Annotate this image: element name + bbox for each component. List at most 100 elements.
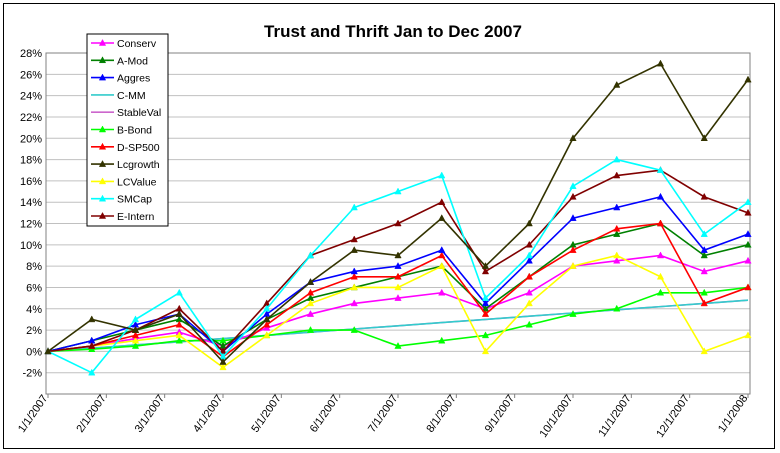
x-tick-label: 3/1/2007 [133, 393, 167, 435]
data-point-lcvalue [613, 251, 621, 259]
data-point-conserv [306, 310, 315, 317]
data-point-lcgrowth [394, 251, 402, 259]
data-point-smcap [306, 251, 315, 259]
data-point-e-intern [700, 192, 708, 200]
data-point-b-bond [569, 310, 577, 317]
data-point-smcap [656, 166, 665, 173]
data-point-b-bond [481, 331, 490, 339]
data-point-aggres [525, 256, 533, 264]
data-point-smcap [394, 187, 402, 195]
x-tick-label: 4/1/2007 [191, 393, 225, 435]
legend-marker [98, 177, 107, 185]
data-point-d-sp500 [613, 224, 621, 232]
legend-marker [98, 194, 107, 202]
x-tick-label: 2/1/2007 [74, 393, 108, 435]
data-point-b-bond [525, 320, 533, 328]
data-point-lcvalue [525, 299, 533, 307]
data-point-a-mod [700, 251, 708, 259]
data-point-smcap [88, 368, 96, 376]
data-point-conserv [438, 288, 446, 296]
data-point-conserv [350, 299, 358, 307]
data-point-d-sp500 [438, 251, 446, 259]
data-point-smcap [131, 315, 140, 323]
x-axis: 1/1/2007 2/1/2007 3/1/2007 4/1/2007 5/1/2007… [16, 393, 750, 440]
data-point-lcgrowth [569, 134, 577, 141]
data-point-e-intern [88, 342, 96, 349]
x-tick-label: 1/1/2008 [716, 393, 750, 435]
data-point-d-sp500 [569, 246, 577, 253]
data-point-aggres [656, 192, 665, 200]
data-point-lcvalue [569, 262, 577, 269]
x-tick-label: 10/1/2007 [538, 393, 576, 440]
legend-label-lcvalue: LCValue [117, 176, 157, 188]
data-point-lcvalue [219, 363, 227, 371]
data-point-lcvalue [438, 262, 446, 269]
y-axis: -2% 0% 2% 4% 6% 8% 10% 12% 14% 16% 18% 20% 22% 24% 26%… [20, 48, 42, 380]
y-tick-label: 24% [20, 91, 42, 103]
legend-marker [98, 160, 107, 167]
data-point-conserv [700, 267, 708, 275]
series-line-lcvalue [47, 254, 749, 369]
y-tick-label: 20% [20, 133, 42, 145]
chart-title: Trust and Thrift Jan to Dec 2007 [264, 22, 522, 41]
data-point-b-bond [438, 336, 446, 344]
legend-marker [98, 38, 107, 46]
data-point-e-intern [481, 267, 490, 275]
series-line-conserv [47, 254, 749, 353]
x-tick-label: 8/1/2007 [424, 393, 458, 435]
data-point-d-sp500 [525, 272, 533, 280]
data-point-d-sp500 [700, 299, 708, 307]
legend-label-lcgrowth: Lcgrowth [117, 159, 160, 171]
x-tick-label: 9/1/2007 [483, 393, 517, 435]
legend-marker [98, 56, 107, 64]
data-point-lcvalue [700, 347, 708, 355]
data-point-lcvalue [481, 347, 490, 355]
x-tick-label: 12/1/2007 [654, 393, 692, 440]
y-tick-label: 26% [20, 69, 42, 81]
y-tick-label: 6% [26, 282, 42, 294]
y-tick-label: 8% [26, 261, 42, 273]
data-point-b-bond [700, 288, 708, 296]
y-tick-label: 2% [26, 325, 42, 337]
data-point-lcgrowth [613, 80, 621, 88]
legend-marker [98, 142, 107, 150]
data-point-lcvalue [131, 336, 140, 344]
series-group [44, 59, 752, 376]
x-tick-label: 11/1/2007 [596, 393, 633, 439]
data-point-a-mod [744, 240, 752, 248]
data-point-lcgrowth [744, 75, 752, 83]
data-point-lcgrowth [350, 246, 358, 253]
legend-label-stableval: StableVal [117, 107, 161, 119]
legend-label-aggres: Aggres [117, 73, 150, 85]
legend: Conserv A-Mod Aggres C-MM StableVal B-Bond D-S… [86, 33, 169, 227]
data-point-d-sp500 [744, 283, 752, 291]
y-tick-label: 0% [26, 346, 42, 358]
data-point-lcvalue [263, 331, 271, 339]
data-point-lcgrowth [44, 347, 52, 355]
data-point-conserv [656, 251, 665, 259]
legend-label-d-sp500: D-SP500 [117, 142, 160, 154]
data-point-lcvalue [394, 283, 402, 291]
data-point-e-intern [394, 219, 402, 227]
data-point-lcgrowth [88, 315, 96, 323]
data-point-conserv [394, 294, 402, 301]
data-point-lcgrowth [263, 315, 271, 323]
chart-frame: Trust and Thrift Jan to Dec 2007 -2% 0% 2%… [3, 3, 775, 449]
data-point-lcgrowth [525, 219, 533, 227]
data-point-e-intern [744, 208, 752, 216]
line-chart: Trust and Thrift Jan to Dec 2007 -2% 0% 2%… [16, 22, 752, 440]
data-point-b-bond [656, 288, 665, 296]
data-point-e-intern [350, 235, 358, 243]
data-point-lcvalue [656, 272, 665, 280]
data-point-lcvalue [175, 331, 183, 339]
data-point-e-intern [525, 240, 533, 248]
legend-label-c-mm: C-MM [117, 90, 146, 102]
legend-label-b-bond: B-Bond [117, 125, 152, 137]
data-point-d-sp500 [175, 320, 183, 328]
data-point-d-sp500 [306, 288, 315, 296]
data-point-conserv [525, 288, 533, 296]
data-point-smcap [569, 182, 577, 189]
legend-label-e-intern: E-Intern [117, 211, 155, 223]
x-tick-label: 6/1/2007 [308, 393, 342, 435]
data-point-conserv [613, 256, 621, 264]
